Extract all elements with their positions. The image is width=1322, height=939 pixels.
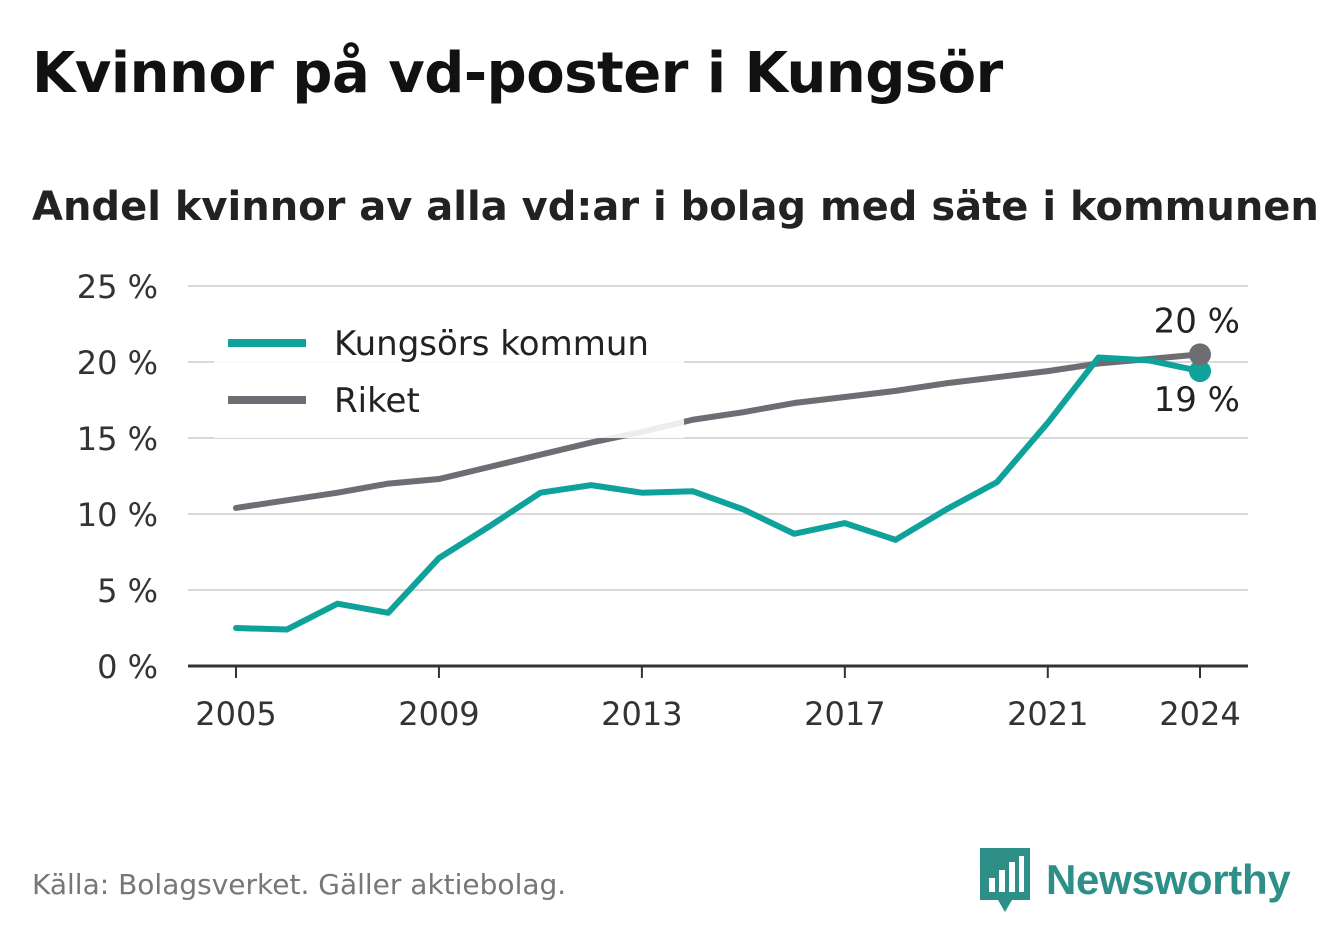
series-line-kungsor (233, 354, 1203, 633)
x-tick-label: 2021 (1007, 695, 1088, 733)
x-axis-labels: 2005 2009 2013 2017 2021 2024 (195, 666, 1241, 733)
newsworthy-bar-chart-icon (980, 848, 1030, 912)
x-tick-label: 2005 (195, 695, 276, 733)
x-tick-label: 2009 (398, 695, 479, 733)
y-tick-label: 0 % (97, 648, 158, 686)
y-tick-label: 5 % (97, 572, 158, 610)
chart-title: Kvinnor på vd-poster i Kungsör (32, 41, 1003, 106)
legend-label: Kungsörs kommun (334, 324, 649, 364)
legend: Kungsörs kommun Riket (214, 318, 684, 438)
y-axis-labels: 0 % 5 % 10 % 15 % 20 % 25 % (77, 268, 158, 686)
brand-name: Newsworthy (1046, 856, 1291, 903)
x-tick-label: 2024 (1159, 695, 1240, 733)
grid-lines (188, 285, 1248, 668)
end-label: 19 % (1154, 380, 1240, 420)
end-point-kungsor (1189, 360, 1211, 383)
series-line-riket (233, 351, 1203, 511)
y-tick-label: 20 % (77, 344, 158, 382)
chart-subtitle: Andel kvinnor av alla vd:ar i bolag med … (32, 184, 1319, 230)
legend-background (214, 318, 684, 438)
y-tick-label: 25 % (77, 268, 158, 306)
brand-logo: Newsworthy (980, 848, 1291, 912)
end-labels: 19 % 20 % (1154, 301, 1240, 420)
x-tick-label: 2013 (601, 695, 682, 733)
end-point-riket (1189, 343, 1211, 366)
end-label: 20 % (1154, 301, 1240, 341)
x-tick-label: 2017 (804, 695, 885, 733)
y-tick-label: 10 % (77, 496, 158, 534)
legend-label: Riket (334, 381, 420, 421)
y-tick-label: 15 % (77, 420, 158, 458)
series-lines (233, 351, 1203, 633)
source-note: Källa: Bolagsverket. Gäller aktiebolag. (32, 868, 567, 901)
